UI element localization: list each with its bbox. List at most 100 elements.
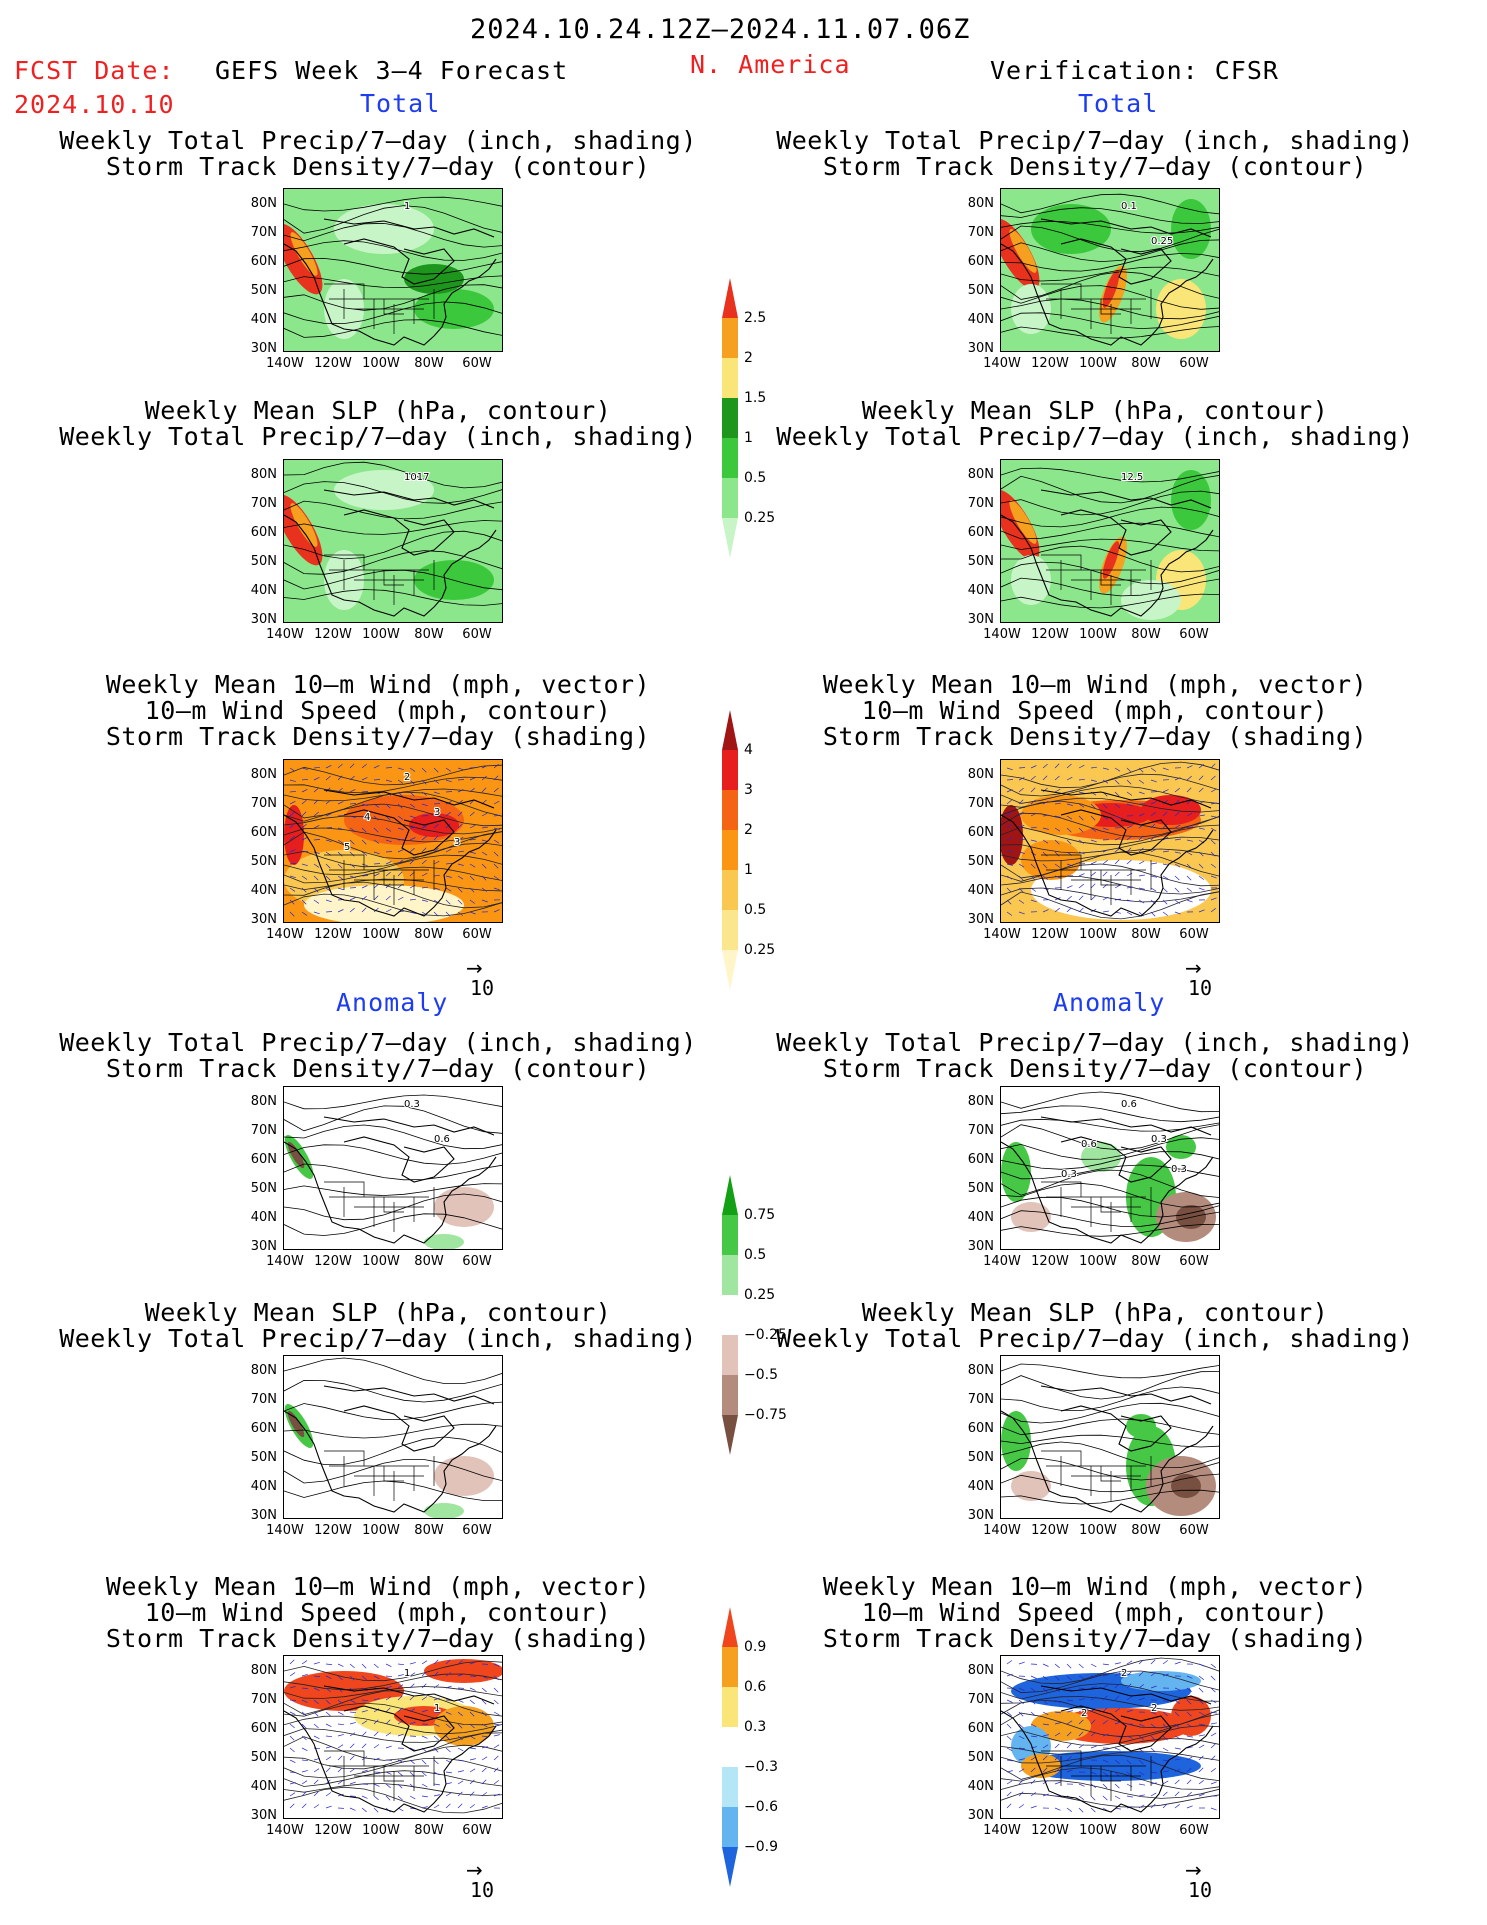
panel-title-r3-c0-l0: Weekly Total Precip/7–day (inch, shading… (59, 1028, 697, 1057)
lon-tick-v6-4: 60W (1179, 1823, 1209, 1838)
panel-title-r2-c1-l2: Storm Track Density/7–day (shading) (822, 722, 1368, 751)
lon-tick-v1-0: 140W (983, 356, 1021, 371)
lon-tick-v6-1: 120W (1031, 1823, 1069, 1838)
lat-tick-v4-3: 50N (967, 1181, 994, 1196)
lat-tick-v1-4: 40N (967, 312, 994, 327)
lat-tick-v4-5: 30N (967, 1239, 994, 1254)
lat-tick-v5-2: 60N (967, 1421, 994, 1436)
contour-label-p3-4: 3 (454, 837, 460, 848)
lat-tick-v3-4: 40N (967, 883, 994, 898)
lat-tick-v3-1: 70N (967, 796, 994, 811)
colorbar-storm_total (720, 700, 740, 1024)
panel-title-r5-c0-l2: Storm Track Density/7–day (shading) (105, 1624, 651, 1653)
colorbar-label-storm_anom-3: −0.3 (744, 1759, 778, 1775)
lat-tick-p5-3: 50N (250, 1450, 277, 1465)
lat-tick-v6-4: 40N (967, 1779, 994, 1794)
lon-tick-v5-1: 120W (1031, 1523, 1069, 1538)
section-anomaly-right: Anomaly (1053, 988, 1166, 1017)
colorbar-swatch-precip_total-4 (722, 438, 738, 478)
lon-tick-v4-1: 120W (1031, 1254, 1069, 1269)
colorbar-label-storm_total-0: 4 (744, 742, 753, 758)
contour-label-v4-0: 0.6 (1121, 1099, 1137, 1110)
contour-label-p6-1: 1 (434, 1703, 440, 1714)
lon-tick-v1-4: 60W (1179, 356, 1209, 371)
lat-tick-v1-0: 80N (967, 196, 994, 211)
lon-tick-v4-3: 80W (1131, 1254, 1161, 1269)
map-canvas-p6: 11 (284, 1656, 502, 1818)
vector-reference-right: 10 (1188, 976, 1213, 1000)
date-range: 2024.10.24.12Z–2024.11.07.06Z (470, 14, 971, 45)
contour-label-p6-0: 1 (404, 1668, 410, 1679)
panel-title-r2-c1-l1: 10–m Wind Speed (mph, contour) (861, 696, 1329, 725)
colorbar-swatch-storm_total-6 (722, 950, 738, 990)
lat-tick-v3-3: 50N (967, 854, 994, 869)
contour-label-v4-1: 0.3 (1151, 1134, 1167, 1145)
colorbar-label-precip_total-2: 1.5 (744, 390, 767, 406)
map-panel-p4: 0.3 0.6 (283, 1086, 503, 1250)
colorbar-label-storm_total-1: 3 (744, 782, 753, 798)
map-panel-v2: 12.5 (1000, 459, 1220, 623)
lon-tick-p1-3: 80W (414, 356, 444, 371)
lat-tick-v6-1: 70N (967, 1692, 994, 1707)
lat-tick-p2-5: 30N (250, 612, 277, 627)
panel-title-r5-c0-l0: Weekly Mean 10–m Wind (mph, vector) (105, 1572, 651, 1601)
lat-tick-v1-3: 50N (967, 283, 994, 298)
contour-label-p2-0: 1017 (404, 472, 429, 483)
panel-title-r4-c1-l1: Weekly Total Precip/7–day (inch, shading… (776, 1324, 1414, 1353)
colorbar-label-storm_total-5: 0.25 (744, 942, 776, 958)
lon-tick-p6-4: 60W (462, 1823, 492, 1838)
lat-tick-p1-3: 50N (250, 283, 277, 298)
lat-tick-p6-4: 40N (250, 1779, 277, 1794)
lat-tick-v5-5: 30N (967, 1508, 994, 1523)
lat-tick-v3-2: 60N (967, 825, 994, 840)
colorbar-swatch-storm_anom-3 (722, 1727, 738, 1767)
lat-tick-p1-2: 60N (250, 254, 277, 269)
lon-tick-v6-2: 100W (1079, 1823, 1117, 1838)
lat-tick-p6-1: 70N (250, 1692, 277, 1707)
colorbar-label-precip_total-5: 0.25 (744, 510, 776, 526)
map-panel-p2: 1017 (283, 459, 503, 623)
lat-tick-p4-2: 60N (250, 1152, 277, 1167)
contour-label-p4-0: 0.3 (404, 1099, 420, 1110)
lat-tick-v2-1: 70N (967, 496, 994, 511)
lon-tick-v6-3: 80W (1131, 1823, 1161, 1838)
vector-reference-right-anom: 10 (1188, 1878, 1213, 1902)
lon-tick-p3-0: 140W (266, 927, 304, 942)
panel-title-r1-c1-l0: Weekly Mean SLP (hPa, contour) (861, 396, 1329, 425)
colorbar-swatch-precip_anom-0 (722, 1175, 738, 1215)
contour-label-v4-3: 0.3 (1061, 1169, 1077, 1180)
map-panel-p1: 1 (283, 188, 503, 352)
lat-tick-v5-3: 50N (967, 1450, 994, 1465)
colorbar-label-precip_anom-3: −0.25 (744, 1327, 787, 1343)
map-panel-v3 (1000, 759, 1220, 923)
lat-tick-v1-2: 60N (967, 254, 994, 269)
colorbar-swatch-storm_anom-5 (722, 1807, 738, 1847)
contour-label-v6-1: 2 (1151, 1703, 1157, 1714)
panel-title-r1-c0-l1: Weekly Total Precip/7–day (inch, shading… (59, 422, 697, 451)
lat-tick-v4-4: 40N (967, 1210, 994, 1225)
map-canvas-v1: 0.1 0.25 (1001, 189, 1219, 351)
lat-tick-v3-5: 30N (967, 912, 994, 927)
colorbar-label-precip_anom-4: −0.5 (744, 1367, 778, 1383)
colorbar-swatch-storm_total-4 (722, 870, 738, 910)
lat-tick-p5-4: 40N (250, 1479, 277, 1494)
contour-label-p4-1: 0.6 (434, 1134, 450, 1145)
colorbar-precip_anom (720, 1165, 740, 1489)
lat-tick-p4-5: 30N (250, 1239, 277, 1254)
lon-tick-p5-3: 80W (414, 1523, 444, 1538)
lat-tick-p1-1: 70N (250, 225, 277, 240)
lat-tick-v2-5: 30N (967, 612, 994, 627)
lat-tick-v6-2: 60N (967, 1721, 994, 1736)
lon-tick-v5-0: 140W (983, 1523, 1021, 1538)
lon-tick-p4-4: 60W (462, 1254, 492, 1269)
map-canvas-v6: 2 2 2 (1001, 1656, 1219, 1818)
lat-tick-p1-4: 40N (250, 312, 277, 327)
colorbar-label-storm_anom-4: −0.6 (744, 1799, 778, 1815)
lat-tick-p3-3: 50N (250, 854, 277, 869)
lon-tick-v2-3: 80W (1131, 627, 1161, 642)
lon-tick-v3-3: 80W (1131, 927, 1161, 942)
lon-tick-v4-2: 100W (1079, 1254, 1117, 1269)
lat-tick-v4-0: 80N (967, 1094, 994, 1109)
lon-tick-v2-4: 60W (1179, 627, 1209, 642)
lat-tick-v4-1: 70N (967, 1123, 994, 1138)
